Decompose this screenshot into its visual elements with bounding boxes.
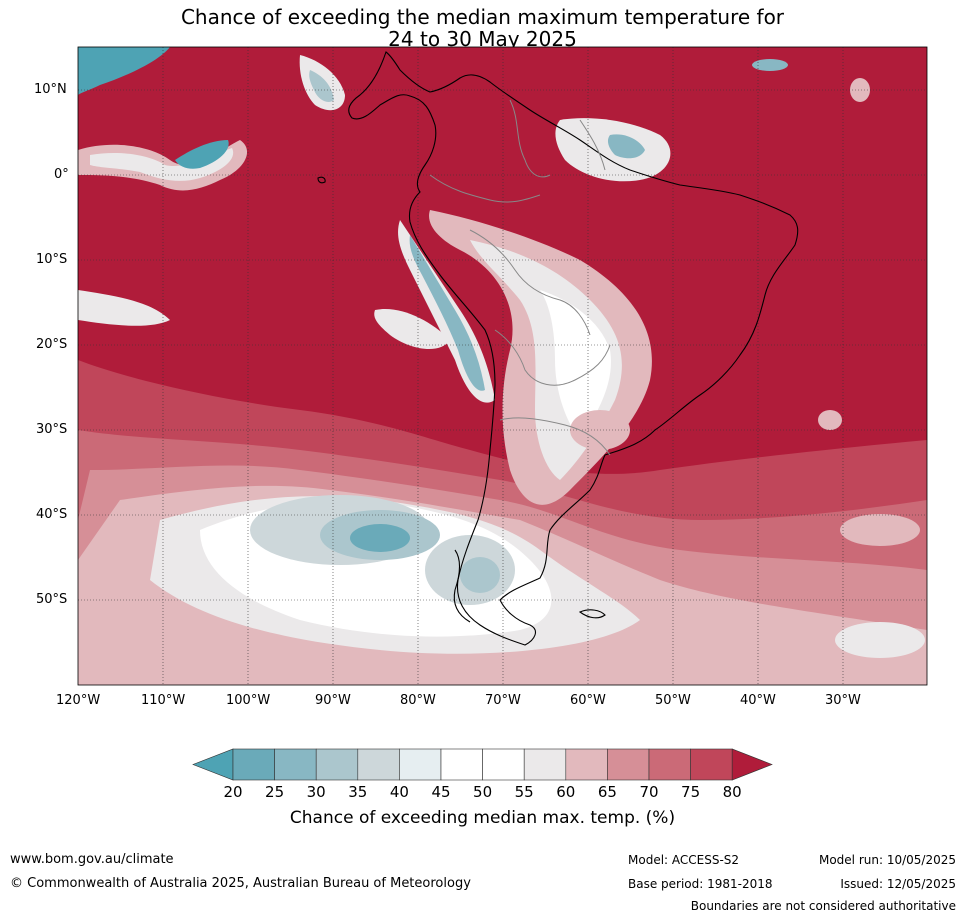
footer-model: Model: ACCESS-S2 [628,853,740,867]
colorbar-label: Chance of exceeding median max. temp. (%… [289,808,676,828]
lat-label-0: 0° [54,167,69,182]
footer-copyright: © Commonwealth of Australia 2025, Austra… [10,876,471,891]
field-atl-patch-5 [818,410,842,430]
field-atl-patch-2 [752,59,788,71]
lat-label-10s: 10°S [36,252,68,267]
field-continent-50 [540,290,611,440]
probability-map [77,46,928,686]
colorbar-extend-low [192,748,234,781]
colorbar-tick-label: 80 [722,783,742,801]
field-atl-patch-1 [850,78,870,102]
country-boundaries [429,99,611,456]
field-patch-chile-30 [460,557,500,593]
colorbar-cell [357,748,400,781]
lon-label-70w: 70°W [485,693,521,708]
colorbar-cell [565,748,608,781]
lon-label-120w: 120°W [56,693,101,708]
map-title-line2: 24 to 30 May 2025 [388,27,577,51]
colorbar-tick-label: 60 [556,783,576,801]
field-pacific-55 [374,309,450,350]
colorbar-cell [274,748,317,781]
colorbar-cell [482,748,525,781]
colorbar-tick-label: 45 [431,783,451,801]
lon-label-100w: 100°W [226,693,271,708]
colorbar-tick-label: 35 [348,783,368,801]
coastline [317,51,799,646]
field-patch-20 [350,524,410,552]
map-field [78,47,927,685]
footer-issued: Issued: 12/05/2025 [840,877,956,891]
footer-website[interactable]: www.bom.gov.au/climate [10,852,174,867]
lon-label-30w: 30°W [825,693,861,708]
lon-label-80w: 80°W [400,693,436,708]
colorbar-cell [523,748,567,781]
colorbar-cell [315,748,359,781]
colorbar-tick-label: 55 [514,783,534,801]
footer-disclaimer: Boundaries are not considered authoritat… [690,899,956,913]
lon-label-60w: 60°W [570,693,606,708]
field-eq-20 [175,140,229,169]
footer-model-run: Model run: 10/05/2025 [818,853,956,867]
map-frame [77,46,928,686]
graticule [78,47,927,685]
colorbar-tick-label: 25 [265,783,285,801]
lat-label-20s: 20°S [36,337,68,352]
colorbar-extend-high [731,748,773,781]
colorbar-tick-label: 20 [223,783,243,801]
map-title-line1: Chance of exceeding the median maximum t… [180,5,785,29]
colorbar-tick-label: 50 [473,783,493,801]
field-nw-below-20 [78,47,170,95]
colorbar-cell [607,748,650,781]
colorbar-tick-label: 65 [597,783,617,801]
colorbar-tick-label: 30 [306,783,326,801]
lon-label-110w: 110°W [141,693,186,708]
colorbar-cell [440,748,483,781]
colorbar-cell [690,748,733,781]
lon-label-90w: 90°W [315,693,351,708]
lat-label-50s: 50°S [36,592,68,607]
footer-base-period: Base period: 1981-2018 [628,877,773,891]
field-atl-patch-3 [840,514,920,546]
field-eastpac-55 [78,290,170,326]
colorbar-tick-label: 75 [681,783,701,801]
field-coast-25 [409,235,485,391]
lat-label-40s: 40°S [36,507,68,522]
colorbar-cell [399,748,442,781]
field-camerica-30 [309,70,334,102]
lat-label-10n: 10°N [34,82,67,97]
field-guiana-25 [607,134,645,159]
colorbar-tick-label: 70 [639,783,659,801]
field-eq-55 [90,148,234,181]
lon-label-40w: 40°W [740,693,776,708]
colorbar-tick-label: 40 [389,783,409,801]
field-atl-patch-4 [835,622,925,658]
lat-label-30s: 30°S [36,422,68,437]
colorbar-cell [232,748,275,781]
colorbar [192,748,773,781]
lon-label-50w: 50°W [655,693,691,708]
colorbar-cell [648,748,691,781]
